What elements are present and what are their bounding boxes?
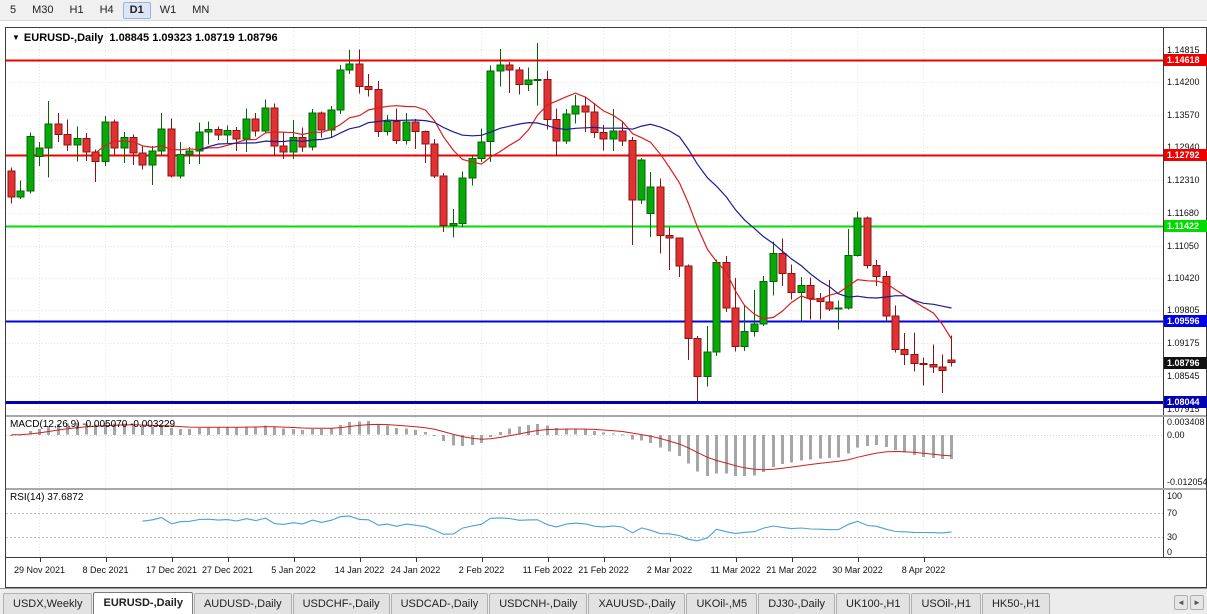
time-axis-tick xyxy=(105,558,107,562)
time-axis-label: 11 Mar 2022 xyxy=(710,565,761,575)
time-axis-label: 2 Feb 2022 xyxy=(458,565,505,575)
candlestick-plot[interactable] xyxy=(6,28,1163,415)
chart-tab-ukoil-m5[interactable]: UKOil-,M5 xyxy=(686,593,758,614)
macd-axis-label: -0.012054 xyxy=(1167,477,1207,488)
pane-splitter-rsi[interactable] xyxy=(6,488,1206,490)
macd-plot[interactable] xyxy=(6,417,1163,488)
tab-scroll-buttons: ◄ ► xyxy=(1174,595,1204,614)
chart-tab-usdchf-daily[interactable]: USDCHF-,Daily xyxy=(292,593,390,614)
time-axis-tick xyxy=(735,558,737,562)
time-axis-tick xyxy=(857,558,859,562)
timeframe-button-w1[interactable]: W1 xyxy=(153,2,184,19)
price-level-badge: 1.14618 xyxy=(1164,54,1207,67)
time-axis-label: 17 Dec 2021 xyxy=(145,565,198,575)
time-axis-label: 21 Feb 2022 xyxy=(578,565,629,575)
chart-tab-audusd-daily[interactable]: AUDUSD-,Daily xyxy=(193,593,292,614)
chart-ohlc-values: 1.08845 1.09323 1.08719 1.08796 xyxy=(109,32,278,44)
current-price-badge: 1.08796 xyxy=(1164,356,1207,369)
timeframe-button-5[interactable]: 5 xyxy=(3,2,23,19)
rsi-label: RSI(14) 37.6872 xyxy=(10,492,84,503)
rsi-pane[interactable]: RSI(14) 37.6872 xyxy=(6,490,1163,557)
time-axis-tick xyxy=(603,558,605,562)
timeframe-button-m30[interactable]: M30 xyxy=(25,2,60,19)
time-axis-label: 30 Mar 2022 xyxy=(832,565,883,575)
timeframe-button-h1[interactable]: H1 xyxy=(63,2,91,19)
rsi-axis-label: 30 xyxy=(1167,531,1178,542)
time-axis-tick xyxy=(39,558,41,562)
time-axis-tick xyxy=(227,558,229,562)
price-axis-label: 1.11050 xyxy=(1167,240,1199,251)
timeframe-toolbar: 5 M30 H1 H4 D1 W1 MN xyxy=(0,0,1207,21)
chart-tab-usoil-h1[interactable]: USOil-,H1 xyxy=(911,593,981,614)
chart-tab-uk100-h1[interactable]: UK100-,H1 xyxy=(836,593,911,614)
macd-label: MACD(12,26,9) -0.005070 -0.003229 xyxy=(10,419,176,430)
time-axis-label: 14 Jan 2022 xyxy=(334,565,385,575)
timeframe-button-d1[interactable]: D1 xyxy=(122,1,151,19)
price-axis-label: 1.12940 xyxy=(1167,142,1200,153)
time-axis-tick xyxy=(923,558,925,562)
price-axis[interactable]: 1.14815 1.14200 1.13570 1.12940 1.12310 1.116… xyxy=(1163,28,1207,557)
time-axis-tick xyxy=(669,558,671,562)
rsi-axis-label: 0 xyxy=(1167,547,1173,557)
price-axis-label: 1.09175 xyxy=(1167,338,1200,349)
time-axis-label: 8 Apr 2022 xyxy=(901,565,946,575)
price-pane[interactable]: ▼ EURUSD-,Daily 1.08845 1.09323 1.08719 1.… xyxy=(6,28,1163,415)
tab-scroll-right-button[interactable]: ► xyxy=(1190,595,1204,610)
price-level-badge: 1.09596 xyxy=(1164,315,1207,328)
price-axis-label: 1.12310 xyxy=(1167,175,1200,186)
price-level-badge: 1.08044 xyxy=(1164,395,1207,408)
time-axis-tick xyxy=(481,558,483,562)
chart-tab-dj30-daily[interactable]: DJ30-,Daily xyxy=(758,593,836,614)
pane-splitter-macd[interactable] xyxy=(6,415,1206,417)
price-level-badge: 1.11422 xyxy=(1164,220,1207,233)
chart-tab-usdcnh-daily[interactable]: USDCNH-,Daily xyxy=(489,593,588,614)
time-axis-tick xyxy=(791,558,793,562)
macd-axis-label: 0.003408 xyxy=(1167,417,1205,427)
chart-tab-usdcad-daily[interactable]: USDCAD-,Daily xyxy=(390,593,489,614)
chart-tab-xauusd-daily[interactable]: XAUUSD-,Daily xyxy=(588,593,686,614)
time-axis-tick xyxy=(359,558,361,562)
time-axis-tick xyxy=(547,558,549,562)
price-axis-label: 1.13570 xyxy=(1167,109,1200,120)
time-axis-label: 11 Feb 2022 xyxy=(522,565,573,575)
time-axis-tick xyxy=(293,558,295,562)
price-axis-label: 1.08545 xyxy=(1167,370,1200,381)
price-level-badge: 1.12792 xyxy=(1164,149,1207,162)
price-axis-label: 1.11680 xyxy=(1167,207,1199,218)
chart-tab-hk50-h1[interactable]: HK50-,H1 xyxy=(981,593,1051,614)
chart-symbol: EURUSD-,Daily xyxy=(23,32,104,44)
time-axis-label: 8 Dec 2021 xyxy=(82,565,129,575)
timeframe-button-mn[interactable]: MN xyxy=(185,2,216,19)
macd-pane[interactable]: MACD(12,26,9) -0.005070 -0.003229 xyxy=(6,417,1163,488)
macd-axis-label: 0.00 xyxy=(1167,429,1185,440)
rsi-axis-label: 70 xyxy=(1167,508,1178,519)
time-axis[interactable]: 29 Nov 2021 8 Dec 2021 17 Dec 2021 27 Dec 2… xyxy=(6,557,1206,587)
time-axis-tick xyxy=(415,558,417,562)
price-axis-label: 1.07915 xyxy=(1167,403,1200,414)
time-axis-label: 2 Mar 2022 xyxy=(646,565,693,575)
price-axis-label: 1.14815 xyxy=(1167,45,1200,56)
tab-scroll-left-button[interactable]: ◄ xyxy=(1174,595,1188,610)
chart-tab-eurusd-daily[interactable]: EURUSD-,Daily xyxy=(93,592,193,614)
chart-tab-bar: USDX,Weekly EURUSD-,Daily AUDUSD-,Daily USD… xyxy=(0,588,1207,614)
time-axis-label: 24 Jan 2022 xyxy=(390,565,441,575)
time-axis-label: 29 Nov 2021 xyxy=(13,565,66,575)
chart-window: ▼ EURUSD-,Daily 1.08845 1.09323 1.08719 1.… xyxy=(5,27,1207,588)
time-axis-tick xyxy=(171,558,173,562)
chart-title: ▼ EURUSD-,Daily 1.08845 1.09323 1.08719 1.… xyxy=(12,32,278,44)
price-axis-label: 1.14200 xyxy=(1167,77,1200,88)
time-axis-label: 21 Mar 2022 xyxy=(766,565,817,575)
time-axis-label: 27 Dec 2021 xyxy=(201,565,254,575)
rsi-axis-label: 100 xyxy=(1167,490,1183,501)
chart-tab-usdx-weekly[interactable]: USDX,Weekly xyxy=(3,593,93,614)
price-axis-label: 1.10420 xyxy=(1167,273,1200,284)
rsi-plot[interactable] xyxy=(6,490,1163,557)
timeframe-button-h4[interactable]: H4 xyxy=(93,2,121,19)
quick-trade-arrow-icon[interactable]: ▼ xyxy=(12,33,20,42)
price-axis-label: 1.09805 xyxy=(1167,305,1200,316)
time-axis-label: 5 Jan 2022 xyxy=(271,565,316,575)
